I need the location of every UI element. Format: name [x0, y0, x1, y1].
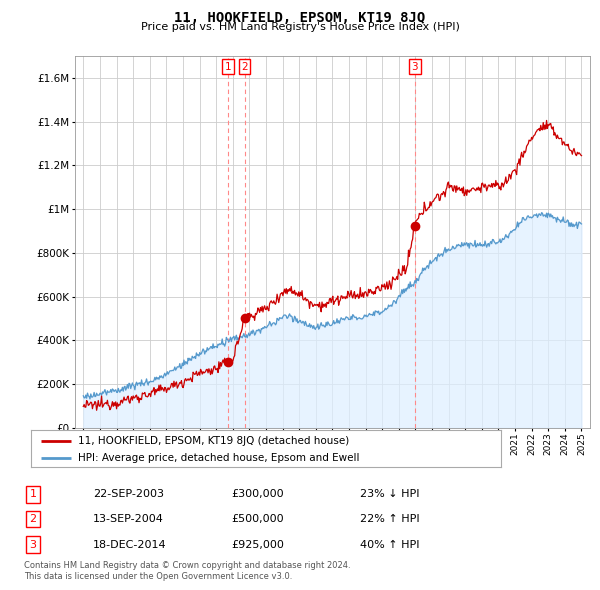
Text: Price paid vs. HM Land Registry's House Price Index (HPI): Price paid vs. HM Land Registry's House …: [140, 22, 460, 32]
Text: This data is licensed under the Open Government Licence v3.0.: This data is licensed under the Open Gov…: [24, 572, 292, 581]
Text: 23% ↓ HPI: 23% ↓ HPI: [360, 490, 419, 499]
Text: 1: 1: [29, 490, 37, 499]
Text: 2: 2: [29, 514, 37, 524]
Text: 1: 1: [225, 61, 232, 71]
Text: HPI: Average price, detached house, Epsom and Ewell: HPI: Average price, detached house, Epso…: [78, 453, 359, 463]
Text: 11, HOOKFIELD, EPSOM, KT19 8JQ (detached house): 11, HOOKFIELD, EPSOM, KT19 8JQ (detached…: [78, 435, 349, 445]
Text: £300,000: £300,000: [231, 490, 284, 499]
Text: 3: 3: [412, 61, 418, 71]
Text: 11, HOOKFIELD, EPSOM, KT19 8JQ: 11, HOOKFIELD, EPSOM, KT19 8JQ: [175, 11, 425, 25]
Text: £500,000: £500,000: [231, 514, 284, 524]
Text: 18-DEC-2014: 18-DEC-2014: [93, 540, 167, 549]
Text: 2: 2: [241, 61, 248, 71]
Text: 13-SEP-2004: 13-SEP-2004: [93, 514, 164, 524]
Text: £925,000: £925,000: [231, 540, 284, 549]
Text: 22-SEP-2003: 22-SEP-2003: [93, 490, 164, 499]
Text: Contains HM Land Registry data © Crown copyright and database right 2024.: Contains HM Land Registry data © Crown c…: [24, 560, 350, 569]
Text: 22% ↑ HPI: 22% ↑ HPI: [360, 514, 419, 524]
Text: 3: 3: [29, 540, 37, 549]
Text: 40% ↑ HPI: 40% ↑ HPI: [360, 540, 419, 549]
